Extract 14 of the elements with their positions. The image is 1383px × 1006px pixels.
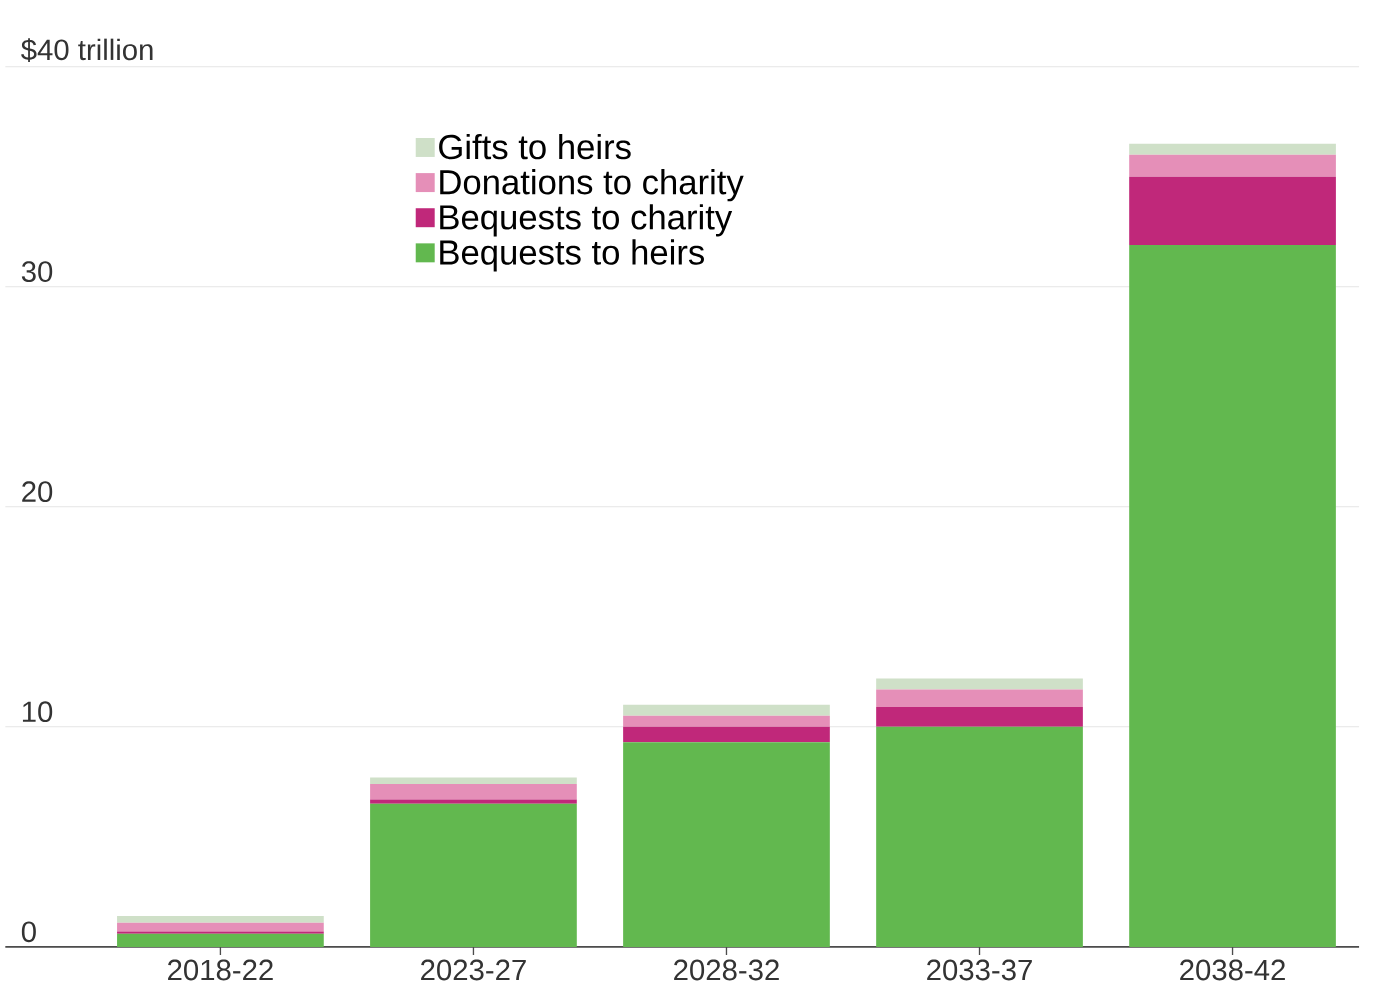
y-tick-label: 0 xyxy=(21,921,36,943)
x-tick-label: 2033-37 xyxy=(927,959,1032,981)
legend-label: Bequests to charity xyxy=(440,204,733,237)
legend-label: Gifts to heirs xyxy=(439,134,631,160)
y-tick-label: 20 xyxy=(22,481,53,503)
legend-label: Bequests to heirs xyxy=(440,239,704,272)
x-tick-label: 2023-27 xyxy=(421,959,526,981)
y-tick-label: 30 xyxy=(21,261,53,283)
x-tick-label: 2028-32 xyxy=(674,959,779,981)
y-tick-label: 10 xyxy=(22,701,53,723)
y-tick-label: $40 trillion xyxy=(21,38,153,63)
x-tick-label: 2018-22 xyxy=(168,959,273,981)
legend-label: Donations to charity xyxy=(440,169,744,202)
x-tick-label: 2038-42 xyxy=(1180,959,1285,981)
